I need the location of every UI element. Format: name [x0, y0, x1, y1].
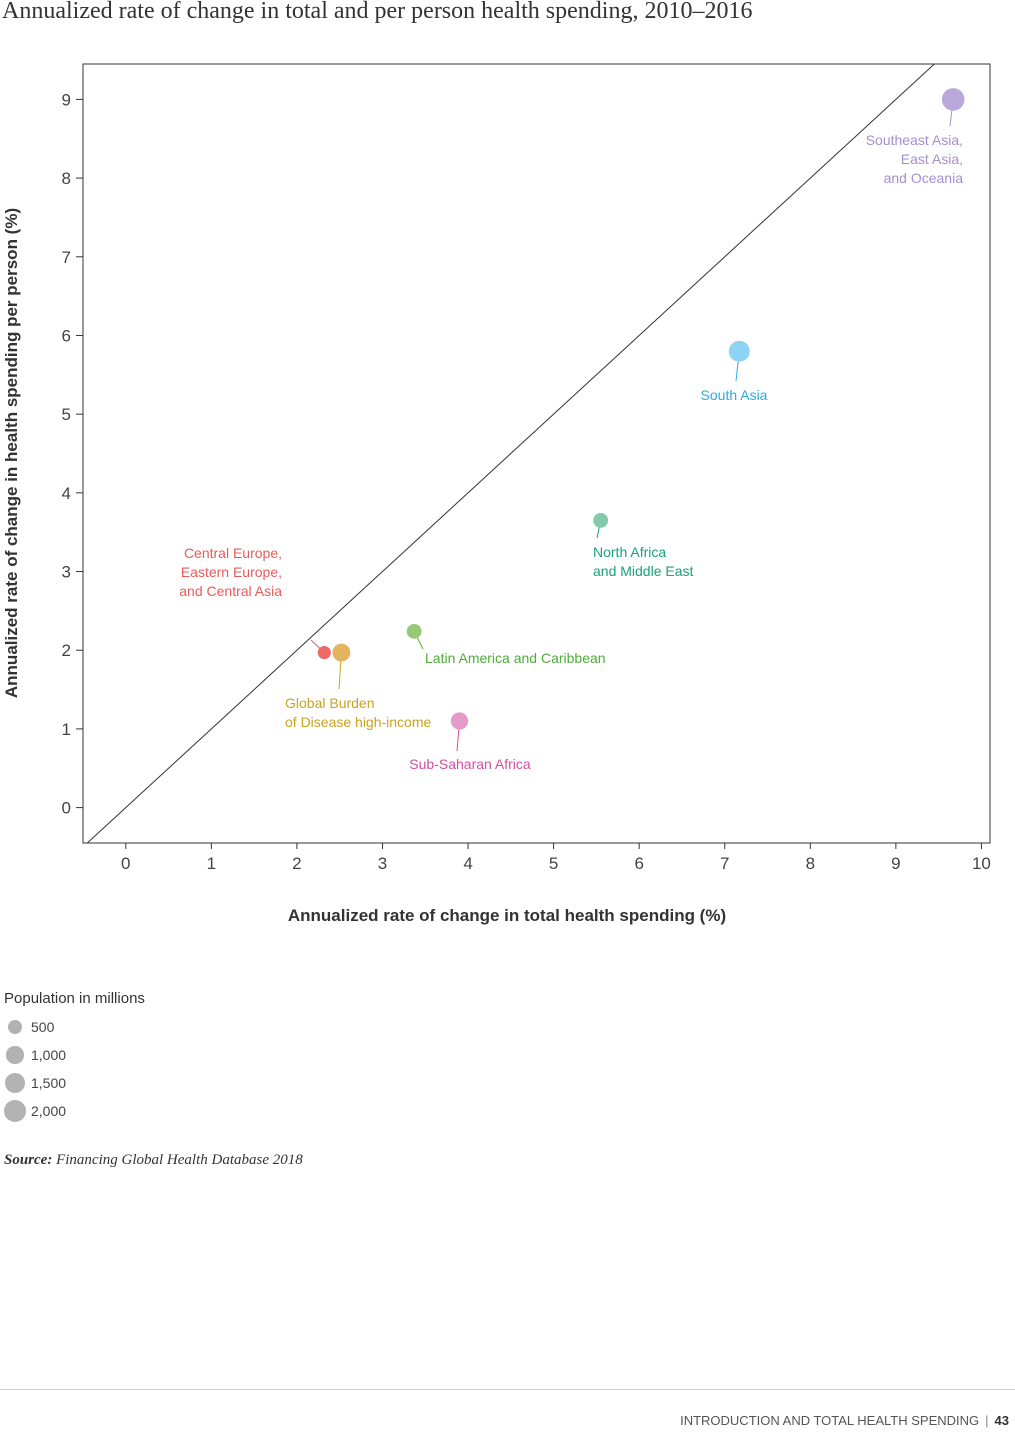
x-axis-title: Annualized rate of change in total healt…: [288, 906, 726, 925]
y-axis-title: Annualized rate of change in health spen…: [2, 208, 21, 698]
data-point-label: Sub-Saharan Africa: [409, 756, 531, 772]
data-point-label: Central Europe, Eastern Europe, and Centra…: [179, 545, 282, 599]
y-tick-label: 6: [62, 326, 71, 345]
x-tick-label: 1: [207, 854, 216, 873]
data-point: [317, 646, 331, 660]
legend-label: 2,000: [31, 1103, 67, 1119]
data-point-label-line: Central Europe,: [184, 545, 282, 561]
data-point-label-line: North Africa: [593, 544, 666, 560]
page-number: 43: [994, 1413, 1009, 1428]
data-point-label: South Asia: [701, 387, 768, 403]
source-text: Financing Global Health Database 2018: [56, 1152, 303, 1168]
y-tick-label: 3: [62, 563, 71, 582]
data-point-label-line: Latin America and Caribbean: [425, 650, 606, 666]
data-point-label-line: South Asia: [701, 387, 768, 403]
legend-item: 1,500: [4, 1069, 145, 1097]
legend-size-dot: [8, 1020, 22, 1034]
x-tick-label: 6: [634, 854, 643, 873]
data-point-label: North Africa and Middle East: [593, 544, 694, 579]
data-point-label-line: Global Burden: [285, 695, 375, 711]
y-tick-label: 9: [62, 90, 71, 109]
legend-swatch: [4, 1046, 26, 1064]
population-legend: Population in millions 500 1,000 1,500 2,00…: [4, 990, 145, 1125]
data-points: Southeast Asia, East Asia, and OceaniaSout…: [179, 88, 965, 772]
data-point-label: Global Burden of Disease high-income: [285, 695, 432, 730]
legend-swatch: [4, 1100, 26, 1122]
data-point-label-line: of Disease high-income: [285, 714, 432, 730]
legend-label: 500: [31, 1019, 55, 1035]
y-tick-label: 4: [62, 484, 71, 503]
page-footer: INTRODUCTION AND TOTAL HEALTH SPENDING | 4…: [680, 1413, 1009, 1428]
legend-label: 1,000: [31, 1047, 67, 1063]
legend-size-dot: [4, 1100, 26, 1122]
data-point: [406, 623, 422, 639]
scatter-chart: 0 1 2 3 4 5 6 7 8 9 10 0 1 2 3 4 5 6 7 8 9 Southeast Asia, E…: [2, 63, 991, 925]
legend-items: 500 1,000 1,500 2,000: [4, 1013, 145, 1125]
legend-size-dot: [6, 1046, 24, 1064]
data-point-label-line: Southeast Asia,: [866, 132, 963, 148]
x-tick-label: 10: [972, 854, 991, 873]
data-point-label-line: Sub-Saharan Africa: [409, 756, 531, 772]
data-point-label-line: and Middle East: [593, 563, 694, 579]
y-tick-label: 2: [62, 641, 71, 660]
data-point-label-line: East Asia,: [901, 151, 963, 167]
data-point-label: Latin America and Caribbean: [425, 650, 606, 666]
y-tick-label: 5: [62, 405, 71, 424]
y-axis: 0 1 2 3 4 5 6 7 8 9: [62, 90, 83, 818]
data-point-label-line: and Oceania: [884, 170, 964, 186]
source-note: Source: Financing Global Health Database…: [4, 1152, 303, 1169]
x-tick-label: 5: [549, 854, 558, 873]
legend-title: Population in millions: [4, 990, 145, 1007]
data-point: [941, 88, 965, 111]
footer-section-title: INTRODUCTION AND TOTAL HEALTH SPENDING: [680, 1413, 980, 1428]
legend-size-dot: [5, 1073, 25, 1093]
y-tick-label: 7: [62, 248, 71, 267]
data-point-label: Southeast Asia, East Asia, and Oceania: [866, 132, 963, 186]
x-tick-label: 7: [720, 854, 729, 873]
footer-separator: |: [985, 1413, 989, 1428]
x-tick-label: 0: [121, 854, 130, 873]
y-tick-label: 0: [62, 799, 71, 818]
source-prefix: Source:: [4, 1152, 53, 1168]
data-point: [593, 513, 609, 528]
data-point: [450, 712, 469, 730]
legend-item: 2,000: [4, 1097, 145, 1125]
footer-divider: [0, 1389, 1015, 1390]
legend-swatch: [4, 1020, 26, 1034]
data-point: [728, 340, 750, 362]
y-tick-label: 8: [62, 169, 71, 188]
chart-title: Annualized rate of change in total and p…: [2, 0, 753, 24]
x-axis: 0 1 2 3 4 5 6 7 8 9 10: [121, 843, 991, 873]
data-point-label-line: Eastern Europe,: [181, 564, 282, 580]
y-tick-label: 1: [62, 720, 71, 739]
legend-item: 1,000: [4, 1041, 145, 1069]
x-tick-label: 2: [292, 854, 301, 873]
x-tick-label: 3: [378, 854, 387, 873]
data-point: [332, 643, 351, 662]
reference-line-y-equals-x: [86, 64, 936, 843]
data-point-label-line: and Central Asia: [179, 583, 282, 599]
legend-item: 500: [4, 1013, 145, 1041]
plot-area-frame: [82, 63, 991, 844]
legend-label: 1,500: [31, 1075, 67, 1091]
x-tick-label: 9: [891, 854, 900, 873]
x-tick-label: 8: [806, 854, 815, 873]
legend-swatch: [4, 1073, 26, 1093]
x-tick-label: 4: [463, 854, 472, 873]
